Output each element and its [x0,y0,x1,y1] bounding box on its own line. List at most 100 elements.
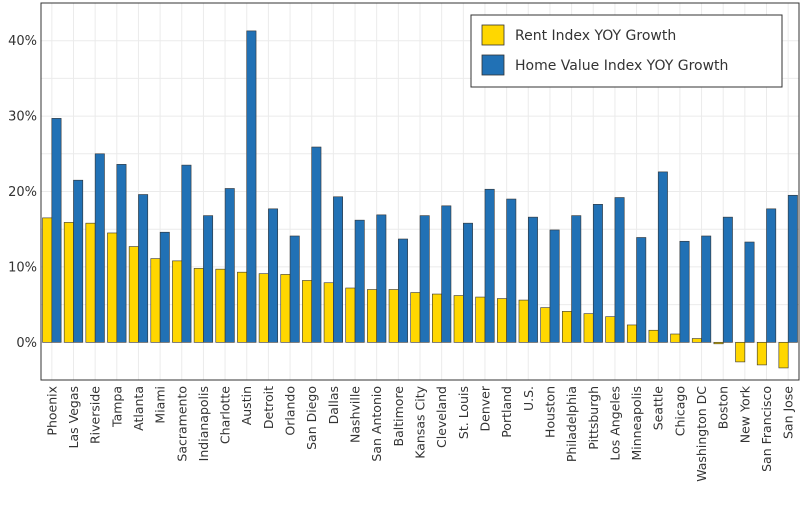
bar-home-value-indianapolis [203,215,214,343]
bar-home-value-san-diego [311,146,322,343]
bar-rent-orlando [280,274,291,343]
bar-home-value-san-antonio [376,214,387,343]
bar-home-value-phoenix [51,118,62,343]
bar-home-value-boston [722,216,733,343]
x-tick-label: U.S. [521,386,536,411]
bar-rent-pittsburgh [583,313,594,343]
legend: Rent Index YOY Growth Home Value Index Y… [470,14,783,88]
bar-rent-nashville [345,287,356,343]
legend-label-home-value: Home Value Index YOY Growth [515,58,728,74]
bar-rent-boston [713,341,724,345]
x-tick-label: Denver [477,385,492,431]
bar-home-value-tampa [116,164,127,343]
x-tick-label: Washington DC [694,386,709,482]
bar-rent-phoenix [42,217,53,343]
bar-rent-portland [497,298,507,343]
x-tick-label: Riverside [88,386,103,444]
bar-home-value-kansas-city [419,215,430,343]
legend-label-rent: Rent Index YOY Growth [515,28,676,44]
bar-home-value-detroit [268,208,279,343]
x-tick-label: Baltimore [391,386,406,447]
bar-home-value-sacramento [181,164,192,343]
x-tick-label: Tampa [109,386,124,428]
x-tick-label: Pittsburgh [586,386,601,450]
bar-rent-kansas-city [410,292,421,343]
bar-home-value-washington-dc [701,235,712,343]
bar-home-value-houston [549,229,560,343]
bar-rent-indianapolis [193,268,204,343]
x-tick-label: Austin [239,386,254,425]
bar-rent-baltimore [388,289,399,343]
bar-home-value-denver [484,188,495,343]
bar-home-value-new-york [744,241,755,343]
bar-home-value-san-jose [787,194,798,343]
legend-swatch-rent [481,24,505,46]
bar-home-value-philadelphia [571,215,582,343]
x-tick-label: Detroit [261,386,276,429]
bar-home-value-st-louis [463,222,473,343]
bar-home-value-las-vegas [73,179,84,343]
bar-rent-minneapolis [626,324,637,343]
bar-home-value-cleveland [441,205,452,343]
x-tick-label: Miami [153,386,168,424]
y-axis-tick-labels: 0% 10% 20% 30% 40% [8,34,37,351]
bar-rent-austin [237,271,248,343]
x-axis-tick-labels: Phoenix Las Vegas Riverside Tampa Atlanta Mia… [44,385,795,482]
bar-rent-sacramento [172,260,183,343]
bar-home-value-dallas [333,196,343,343]
bar-rent-st-louis [453,295,464,343]
bar-rent-charlotte [215,268,226,343]
x-tick-label: St. Louis [456,386,471,439]
x-tick-label: Portland [499,386,514,438]
bar-home-value-minneapolis [636,237,647,343]
bar-home-value-portland [506,198,517,343]
x-tick-label: San Diego [304,386,319,450]
bar-home-value-orlando [289,235,300,343]
bar-rent-seattle [648,329,659,343]
bar-rent-las-vegas [63,222,74,343]
bar-rent-los-angeles [605,316,616,343]
bar-rent-u-s- [518,299,529,343]
x-tick-label: Indianapolis [196,386,211,461]
bar-rent-riverside [85,222,96,343]
x-tick-label: San Antonio [369,386,384,462]
bar-home-value-riverside [94,153,105,343]
bar-rent-san-antonio [367,289,377,343]
y-tick-label: 20% [8,185,37,200]
bar-rent-denver [475,296,486,343]
bar-home-value-u-s- [527,216,538,343]
bar-home-value-chicago [679,240,690,343]
bar-rent-chicago [670,333,681,343]
bar-home-value-miami [159,231,170,343]
x-tick-label: Los Angeles [607,386,622,461]
x-tick-label: Philadelphia [564,386,579,462]
bars [42,30,798,369]
y-tick-label: 30% [8,110,37,125]
bar-home-value-pittsburgh [592,204,603,343]
bar-rent-washington-dc [691,338,702,343]
bar-rent-san-diego [302,280,313,343]
bar-rent-houston [540,307,551,343]
x-tick-label: Seattle [651,386,666,431]
x-tick-label: Kansas City [413,385,428,458]
x-tick-label: Minneapolis [629,386,644,461]
x-tick-label: Charlotte [218,386,233,444]
legend-swatch-home-value [481,54,505,76]
x-tick-label: Cleveland [434,386,449,448]
y-tick-label: 0% [16,336,37,351]
y-tick-label: 40% [8,34,37,49]
bar-rent-new-york [735,341,746,363]
bar-home-value-baltimore [398,238,408,343]
bar-rent-san-jose [778,341,789,369]
bar-rent-cleveland [432,293,442,343]
bar-rent-detroit [258,273,269,343]
bar-home-value-austin [246,30,257,343]
x-tick-label: Phoenix [44,386,59,436]
x-tick-label: Chicago [672,386,687,436]
bar-home-value-seattle [657,171,668,343]
plot-border [40,2,800,381]
bar-rent-tampa [107,232,118,343]
bar-home-value-nashville [354,219,365,343]
x-tick-label: Atlanta [131,386,146,431]
